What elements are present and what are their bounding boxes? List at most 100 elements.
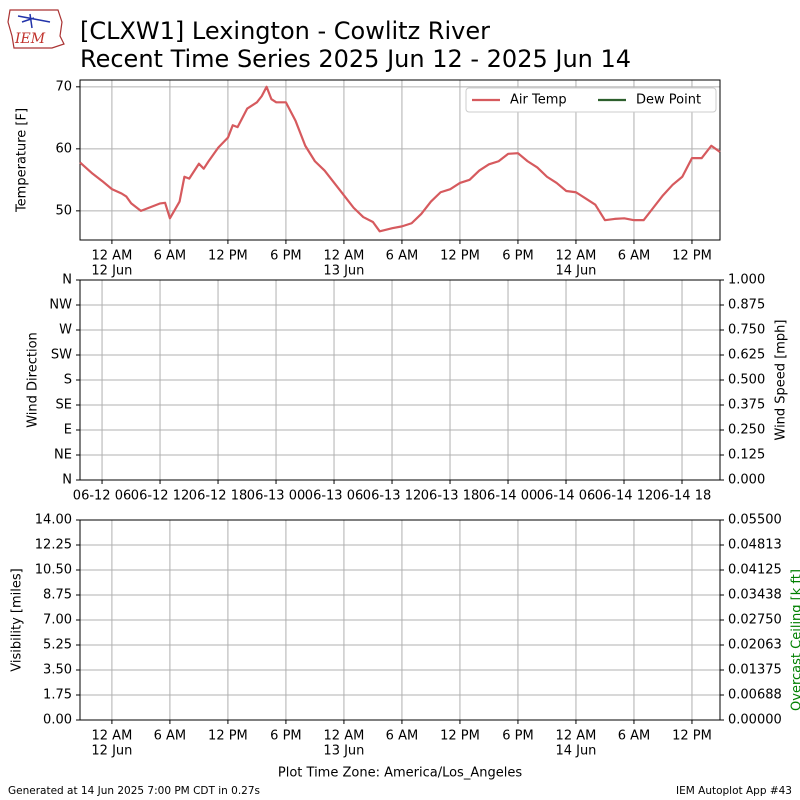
plot-frame [79, 279, 721, 481]
series-line [79, 85, 721, 233]
x-tick-label: 06-12 06 [73, 489, 131, 504]
x-tick-label: 6 AM [154, 729, 187, 744]
plot-frame [79, 519, 721, 721]
x-tick-label: 06-13 18 [421, 489, 479, 504]
x-tick-label: 12 AM [556, 249, 597, 264]
x-date-label: 14 Jun [555, 264, 596, 279]
y-tick-label: SE [56, 398, 72, 413]
y2-tick-label: 0.05500 [728, 513, 782, 528]
y-tick-label: 0.00 [43, 713, 72, 728]
y-axis-label: Wind Direction [26, 332, 41, 428]
x-date-label: 14 Jun [555, 744, 596, 759]
y2-tick-label: 0.500 [728, 373, 765, 388]
y-tick-label: NW [49, 298, 72, 313]
y-tick-label: N [62, 473, 72, 488]
x-tick-label: 12 AM [556, 729, 597, 744]
y-tick-label: W [59, 323, 72, 338]
y-tick-label: S [64, 373, 72, 388]
x-tick-label: 06-14 12 [595, 489, 653, 504]
title-line: [CLXW1] Lexington - Cowlitz River [80, 17, 490, 45]
x-tick-label: 6 PM [270, 249, 301, 264]
y-tick-label: 12.25 [35, 538, 72, 553]
x-tick-label: 6 AM [618, 729, 651, 744]
y-tick-label: 3.50 [43, 663, 72, 678]
y2-tick-label: 0.250 [728, 423, 765, 438]
y2-tick-label: 0.750 [728, 323, 765, 338]
x-tick-label: 12 PM [440, 729, 480, 744]
legend-label: Air Temp [510, 93, 567, 108]
x-tick-label: 6 AM [386, 249, 419, 264]
x-date-label: 13 Jun [323, 264, 364, 279]
x-tick-label: 6 AM [154, 249, 187, 264]
x-date-label: 12 Jun [91, 264, 132, 279]
y2-tick-label: 1.000 [728, 273, 765, 288]
y2-axis-label: Overcast Ceiling [k ft] [790, 569, 800, 711]
y2-tick-label: 0.03438 [728, 588, 782, 603]
y-axis-label: Visibility [miles] [10, 568, 25, 671]
x-tick-label: 12 PM [672, 729, 712, 744]
logo-outline [7, 9, 65, 49]
y2-tick-label: 0.02750 [728, 613, 782, 628]
x-tick-label: 12 AM [92, 249, 133, 264]
y-tick-label: 5.25 [43, 638, 72, 653]
y-axis-label: Temperature [F] [15, 108, 30, 213]
y-tick-label: E [64, 423, 72, 438]
y-tick-label: N [62, 273, 72, 288]
x-tick-label: 6 PM [502, 249, 533, 264]
y2-tick-label: 0.01375 [728, 663, 782, 678]
timezone-label: Plot Time Zone: America/Los_Angeles [278, 766, 522, 781]
x-tick-label: 12 PM [208, 729, 248, 744]
title-line: Recent Time Series 2025 Jun 12 - 2025 Ju… [80, 45, 631, 73]
x-tick-label: 06-13 00 [247, 489, 305, 504]
x-tick-label: 06-14 00 [479, 489, 537, 504]
logo: IEM [7, 9, 65, 49]
y-tick-label: 50 [55, 203, 72, 218]
x-tick-label: 6 AM [386, 729, 419, 744]
x-tick-label: 12 AM [324, 249, 365, 264]
y-tick-label: 10.50 [35, 563, 72, 578]
x-tick-label: 12 AM [92, 729, 133, 744]
x-tick-label: 12 PM [440, 249, 480, 264]
x-date-label: 12 Jun [91, 744, 132, 759]
x-tick-label: 06-12 18 [189, 489, 247, 504]
y2-tick-label: 0.875 [728, 298, 765, 313]
x-tick-label: 12 PM [208, 249, 248, 264]
y2-tick-label: 0.625 [728, 348, 765, 363]
x-tick-label: 6 AM [618, 249, 651, 264]
y-tick-label: 60 [55, 141, 72, 156]
x-tick-label: 06-14 18 [653, 489, 711, 504]
y2-tick-label: 0.00688 [728, 688, 782, 703]
y2-tick-label: 0.02063 [728, 638, 782, 653]
plot-frame [79, 79, 721, 241]
y2-axis-label: Wind Speed [mph] [774, 320, 789, 441]
y-tick-label: 70 [55, 79, 72, 94]
x-date-label: 13 Jun [323, 744, 364, 759]
x-tick-label: 06-13 12 [363, 489, 421, 504]
logo-text: IEM [14, 31, 46, 47]
y2-tick-label: 0.000 [728, 473, 765, 488]
x-tick-label: 06-13 06 [305, 489, 363, 504]
y2-tick-label: 0.04125 [728, 563, 782, 578]
x-tick-label: 12 PM [672, 249, 712, 264]
y2-tick-label: 0.00000 [728, 713, 782, 728]
generated-note: Generated at 14 Jun 2025 7:00 PM CDT in … [8, 785, 260, 797]
y2-tick-label: 0.04813 [728, 538, 782, 553]
x-tick-label: 12 AM [324, 729, 365, 744]
logo-lines [17, 13, 51, 29]
x-tick-label: 06-12 12 [131, 489, 189, 504]
x-tick-label: 6 PM [270, 729, 301, 744]
y2-tick-label: 0.375 [728, 398, 765, 413]
x-tick-label: 6 PM [502, 729, 533, 744]
y2-tick-label: 0.125 [728, 448, 765, 463]
y-tick-label: 7.00 [43, 613, 72, 628]
legend-label: Dew Point [636, 93, 701, 108]
y-tick-label: 14.00 [35, 513, 72, 528]
y-tick-label: 1.75 [43, 688, 72, 703]
app-note: IEM Autoplot App #43 [676, 785, 792, 797]
x-tick-label: 06-14 06 [537, 489, 595, 504]
y-tick-label: SW [51, 348, 72, 363]
legend-box [465, 87, 717, 113]
y-tick-label: NE [54, 448, 72, 463]
y-tick-label: 8.75 [43, 588, 72, 603]
